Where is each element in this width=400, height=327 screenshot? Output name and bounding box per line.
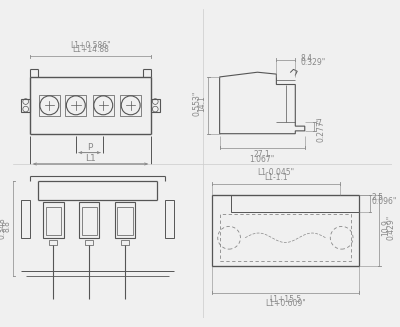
Bar [39, 95, 60, 116]
Bar [120, 95, 141, 116]
Bar [21, 99, 30, 112]
Bar [93, 95, 114, 116]
Text: L1+14.88: L1+14.88 [72, 45, 109, 54]
Text: 0.329": 0.329" [300, 58, 325, 67]
Bar [49, 240, 57, 245]
Text: 7: 7 [316, 119, 321, 128]
Bar [115, 202, 136, 238]
Bar [231, 195, 359, 212]
Bar [79, 202, 100, 238]
Text: L1-0.045": L1-0.045" [257, 168, 294, 177]
Text: 0.096": 0.096" [372, 197, 397, 206]
Text: 0.277": 0.277" [316, 117, 325, 142]
Bar [220, 214, 351, 261]
Text: L1+0.609": L1+0.609" [265, 299, 306, 308]
Bar [82, 207, 97, 235]
Text: L1-1.1: L1-1.1 [264, 173, 288, 182]
Text: L1: L1 [85, 154, 96, 163]
Text: 27.1: 27.1 [254, 150, 270, 159]
Text: 10.9: 10.9 [381, 219, 390, 236]
Text: 1.067": 1.067" [250, 155, 275, 164]
Bar [43, 202, 64, 238]
Bar [118, 207, 132, 235]
Bar [21, 200, 30, 238]
Bar [66, 95, 86, 116]
Bar [46, 207, 61, 235]
Bar [85, 240, 93, 245]
Text: 8.8: 8.8 [2, 220, 12, 232]
Text: L1+0.586": L1+0.586" [70, 41, 111, 49]
Text: 0.429": 0.429" [386, 215, 395, 240]
Bar [121, 240, 129, 245]
Bar [150, 99, 160, 112]
Text: 14.1: 14.1 [197, 95, 206, 112]
Text: 0.553": 0.553" [193, 91, 202, 116]
Text: 8.4: 8.4 [300, 54, 312, 62]
Bar [212, 195, 359, 266]
Bar [165, 200, 174, 238]
Text: 2.5: 2.5 [372, 193, 384, 201]
Text: P: P [87, 143, 92, 152]
Text: 0.348": 0.348" [0, 214, 7, 239]
Text: L1+15.5: L1+15.5 [269, 295, 302, 303]
